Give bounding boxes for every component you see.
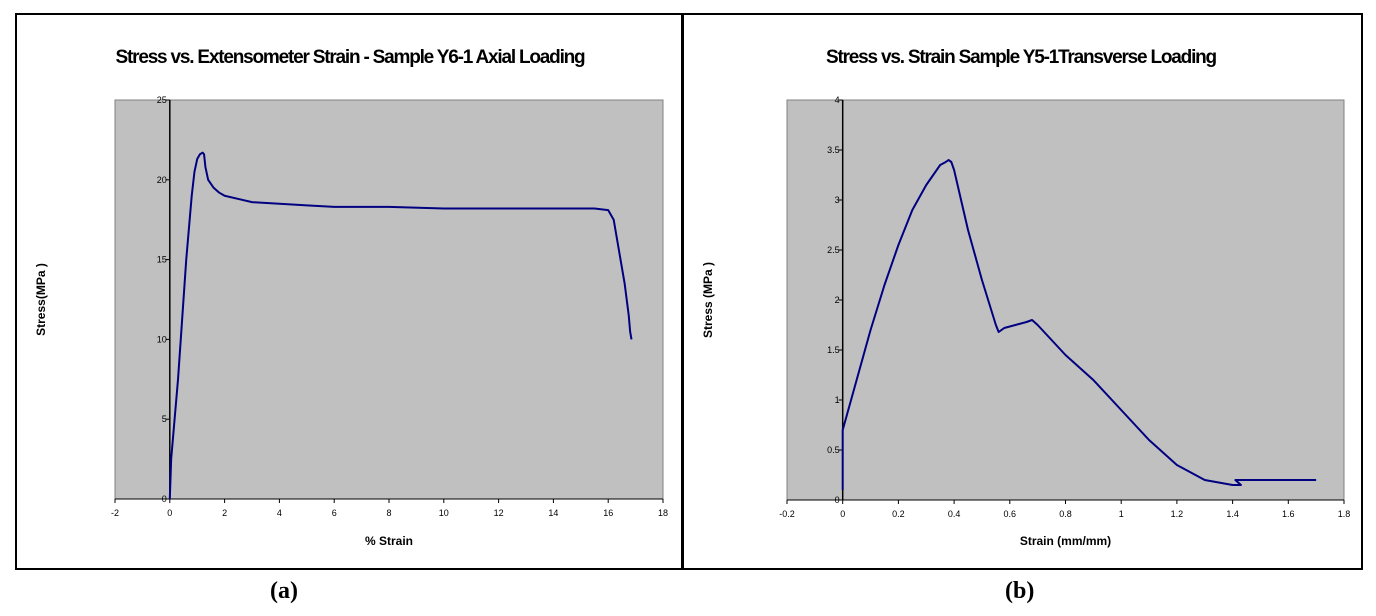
x-tick-label-a: 10 <box>439 508 449 518</box>
y-tick-label-b: 3 <box>835 195 840 205</box>
x-tick-label-a: 14 <box>548 508 558 518</box>
y-tick-label-b: 1 <box>835 395 840 405</box>
x-tick-label-b: 1 <box>1119 509 1124 519</box>
x-axis-title-b: Strain (mm/mm) <box>1020 534 1111 548</box>
y-tick-label-a: 15 <box>157 255 167 265</box>
x-tick-label-b: 0.4 <box>948 509 961 519</box>
x-tick-label-b: 1.2 <box>1171 509 1184 519</box>
x-tick-label-b: -0.2 <box>779 509 795 519</box>
marks-b: -0.2 0 0.2 0.4 0.6 0.8 1 1.2 1.4 1.6 1.8 0 0.5 1 1.5 2 2… <box>779 95 1350 519</box>
y-tick-label-a: 10 <box>157 334 167 344</box>
x-tick-label-b: 0 <box>840 509 845 519</box>
x-tick-label-a: 6 <box>332 508 337 518</box>
y-tick-label-b: 0 <box>835 495 840 505</box>
caption-a: (a) <box>270 578 298 604</box>
y-tick-label-a: 5 <box>162 414 167 424</box>
marks-a: -2 0 2 4 6 8 10 12 14 16 18 0 5 10 15 20 25 <box>111 95 668 518</box>
series-line-a <box>168 151 633 500</box>
x-tick-label-a: 16 <box>603 508 613 518</box>
y-tick-label-b: 2 <box>835 295 840 305</box>
y-tick-label-b: 0.5 <box>827 445 840 455</box>
y-tick-label-b: 2.5 <box>827 245 840 255</box>
x-tick-label-b: 0.8 <box>1059 509 1072 519</box>
x-tick-label-a: 12 <box>494 508 504 518</box>
y-tick-label-a: 0 <box>162 494 167 504</box>
chart-title-a: Stress vs. Extensometer Strain - Sample … <box>116 47 586 68</box>
x-tick-label-b: 1.4 <box>1226 509 1239 519</box>
x-tick-label-a: 4 <box>277 508 282 518</box>
x-tick-label-a: 18 <box>658 508 668 518</box>
y-tick-label-a: 20 <box>157 175 167 185</box>
x-tick-label-b: 1.8 <box>1338 509 1351 519</box>
x-axis-title-a: % Strain <box>365 534 413 548</box>
y-tick-label-b: 3.5 <box>827 145 840 155</box>
x-tick-label-a: 8 <box>386 508 391 518</box>
panel-b-frame <box>682 13 1363 570</box>
x-tick-label-a: -2 <box>111 508 119 518</box>
chart-panel-a: Stress vs. Extensometer Strain - Sample … <box>34 47 668 548</box>
x-tick-label-a: 0 <box>167 508 172 518</box>
y-axis-title-b: Stress (MPa ) <box>701 262 715 338</box>
y-tick-label-a: 25 <box>157 95 167 105</box>
caption-b: (b) <box>1005 578 1035 604</box>
plot-area-b <box>786 99 1345 501</box>
x-tick-label-b: 0.6 <box>1004 509 1017 519</box>
y-tick-label-b: 4 <box>835 95 840 105</box>
x-tick-label-b: 0.2 <box>892 509 905 519</box>
chart-panel-b: Stress vs. Strain Sample Y5-1Transverse … <box>701 47 1350 548</box>
x-tick-label-b: 1.6 <box>1282 509 1295 519</box>
chart-title-b: Stress vs. Strain Sample Y5-1Transverse … <box>826 47 1217 68</box>
y-tick-label-b: 1.5 <box>827 345 840 355</box>
series-line-b <box>841 159 1317 490</box>
x-tick-label-a: 2 <box>222 508 227 518</box>
y-axis-title-a: Stress(MPa ) <box>34 263 48 336</box>
